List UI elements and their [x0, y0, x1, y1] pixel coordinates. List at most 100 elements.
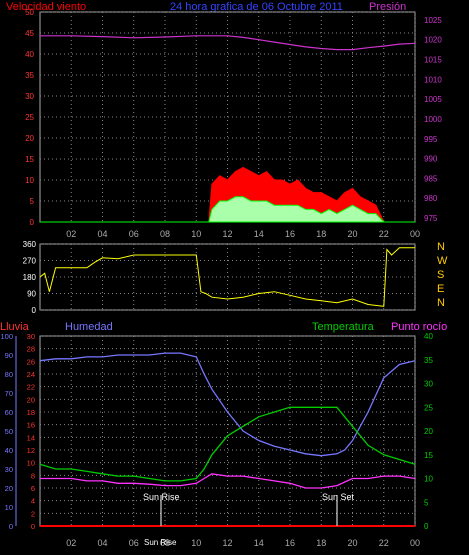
series-gust-area: [40, 166, 415, 223]
rain-tick-label: 8: [31, 471, 35, 480]
compass-label: W: [437, 255, 448, 267]
x-tick-label: 00: [410, 538, 420, 548]
direction-tick-label: 180: [23, 273, 37, 282]
chart-title: 24 hora grafica de 06 Octubre 2011: [170, 1, 343, 13]
rain-tick-label: 28: [27, 345, 35, 354]
compass-label: S: [437, 269, 444, 281]
direction-tick-label: 90: [27, 290, 36, 299]
pressure-tick-label: 1020: [424, 36, 442, 45]
temperature-axis-title: Temperatura: [312, 321, 375, 333]
pressure-tick-label: 980: [424, 194, 438, 203]
x-tick-label: 12: [222, 229, 232, 239]
wind-tick-label: 5: [30, 197, 35, 206]
direction-tick-label: 360: [23, 240, 37, 249]
rain-tick-label: 10: [27, 459, 35, 468]
series-avgwind-area: [40, 196, 415, 223]
x-tick-label: 16: [285, 229, 295, 239]
series-temperature-line: [39, 406, 416, 482]
x-tick-label: 12: [222, 538, 232, 548]
x-tick-label: 02: [66, 229, 76, 239]
x-tick-label: 08: [160, 229, 170, 239]
humidity-tick-label: 90: [5, 351, 13, 360]
rain-tick-label: 20: [27, 395, 35, 404]
humidity-tick-label: 0: [9, 522, 13, 531]
temperature-tick-label: 35: [424, 356, 433, 365]
pressure-tick-label: 1000: [424, 115, 442, 124]
x-tick-label: 06: [129, 229, 139, 239]
x-tick-label: 00: [410, 229, 420, 239]
rain-tick-label: 4: [31, 497, 35, 506]
pressure-tick-label: 1005: [424, 95, 442, 104]
x-tick-label: 04: [97, 229, 107, 239]
compass-label: N: [437, 241, 445, 253]
x-tick-label: 10: [191, 229, 201, 239]
temperature-tick-label: 0: [424, 522, 429, 531]
compass-label: N: [437, 297, 445, 309]
wind-tick-label: 50: [25, 8, 34, 17]
x-tick-label: 22: [379, 538, 389, 548]
direction-tick-label: 0: [32, 306, 37, 315]
x-tick-label: 08: [160, 538, 170, 548]
wind-tick-label: 15: [25, 155, 34, 164]
x-tick-label: 04: [97, 538, 107, 548]
wind-tick-label: 10: [25, 176, 34, 185]
pressure-tick-label: 1025: [424, 16, 442, 25]
humidity-tick-label: 70: [5, 389, 13, 398]
wind-tick-label: 20: [25, 134, 34, 143]
sunrise-label: Sun Rise: [143, 492, 180, 502]
series-pressure-line: [40, 35, 416, 51]
rain-tick-label: 0: [31, 522, 35, 531]
humidity-axis-title: Humedad: [65, 321, 113, 333]
humidity-tick-label: 100: [0, 332, 13, 341]
x-tick-label: 22: [379, 229, 389, 239]
compass-label: E: [437, 283, 444, 295]
wind-pressure-panel: Velocidad viento 24 hora grafica de 06 O…: [6, 1, 442, 239]
x-tick-label: 18: [316, 229, 326, 239]
x-tick-label: 16: [285, 538, 295, 548]
rain-axis-title: Lluvia: [0, 321, 30, 333]
humidity-temperature-panel: Lluvia Humedad Temperatura Punto rocío 0…: [0, 321, 447, 548]
x-tick-label: 14: [254, 229, 264, 239]
pressure-tick-label: 1015: [424, 56, 442, 65]
rain-tick-label: 12: [27, 446, 35, 455]
rain-tick-label: 14: [27, 433, 35, 442]
temperature-tick-label: 40: [424, 332, 433, 341]
series-humidity-line: [39, 352, 416, 457]
sunset-label: Sun Set: [322, 492, 355, 502]
temperature-tick-label: 10: [424, 475, 433, 484]
humidity-tick-label: 60: [5, 408, 13, 417]
pressure-tick-label: 985: [424, 174, 438, 183]
rain-tick-label: 24: [27, 370, 35, 379]
x-tick-label: 20: [347, 538, 357, 548]
x-tick-label: 20: [347, 229, 357, 239]
humidity-tick-label: 10: [5, 503, 13, 512]
rain-tick-label: 18: [27, 408, 35, 417]
x-tick-label: 14: [254, 538, 264, 548]
rain-tick-label: 2: [31, 509, 35, 518]
wind-tick-label: 25: [25, 113, 34, 122]
direction-tick-label: 270: [23, 257, 37, 266]
wind-tick-label: 45: [25, 29, 34, 38]
series-dewpoint-line: [40, 473, 416, 489]
humidity-tick-label: 20: [5, 484, 13, 493]
rain-tick-label: 6: [31, 484, 35, 493]
sunrise-time-label: Sun Rise: [144, 538, 177, 547]
pressure-tick-label: 1010: [424, 75, 442, 84]
temperature-tick-label: 25: [424, 403, 433, 412]
temperature-tick-label: 20: [424, 427, 433, 436]
wind-tick-label: 40: [25, 50, 34, 59]
pressure-tick-label: 995: [424, 135, 438, 144]
series-direction-line: [39, 247, 415, 307]
rain-tick-label: 30: [27, 332, 35, 341]
humidity-tick-label: 50: [5, 427, 13, 436]
dewpoint-axis-title: Punto rocío: [391, 321, 447, 333]
humidity-tick-label: 30: [5, 465, 13, 474]
wind-tick-label: 0: [30, 218, 35, 227]
rain-tick-label: 22: [27, 383, 35, 392]
x-tick-label: 06: [129, 538, 139, 548]
pressure-tick-label: 975: [424, 214, 438, 223]
x-tick-label: 10: [191, 538, 201, 548]
rain-tick-label: 26: [27, 357, 35, 366]
